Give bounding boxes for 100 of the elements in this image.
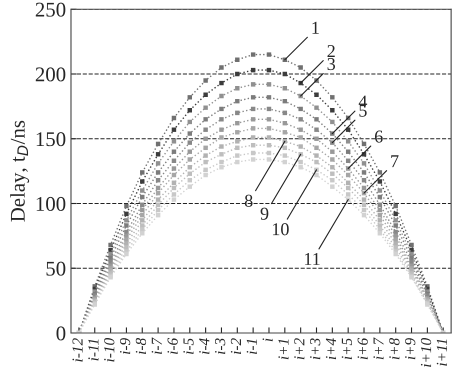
x-tick-label: i+6	[358, 338, 368, 360]
point	[188, 108, 192, 112]
x-tick-label: i-4	[199, 338, 210, 354]
text: 10	[272, 223, 289, 236]
point	[203, 117, 208, 122]
point	[314, 117, 319, 122]
x-tick-label: i+11	[436, 340, 447, 366]
point	[156, 208, 160, 212]
point	[219, 106, 224, 112]
point	[298, 135, 303, 140]
point	[314, 127, 319, 132]
point	[330, 95, 335, 100]
x-tick-label: i-10	[104, 338, 114, 362]
point	[362, 186, 366, 190]
point	[266, 82, 272, 87]
point	[250, 143, 256, 148]
point	[330, 171, 335, 176]
point	[140, 208, 144, 212]
point	[172, 192, 176, 197]
point	[250, 106, 256, 112]
point	[172, 166, 176, 171]
point	[219, 80, 224, 86]
point	[250, 82, 256, 87]
point	[203, 153, 208, 158]
point	[235, 72, 240, 76]
point	[282, 153, 288, 158]
point	[140, 202, 144, 208]
point	[346, 172, 350, 178]
point	[219, 94, 224, 98]
point	[172, 139, 176, 144]
point	[314, 146, 319, 150]
point	[330, 108, 335, 112]
point	[266, 117, 272, 122]
point	[282, 86, 288, 90]
series-label: 7	[391, 155, 399, 168]
point	[124, 212, 129, 216]
point	[378, 194, 382, 200]
x-tick-label: i+8	[389, 338, 400, 360]
point	[188, 165, 192, 170]
point	[140, 212, 144, 218]
x-tick-label: i-1	[246, 340, 257, 354]
point	[250, 126, 256, 131]
point	[393, 252, 398, 256]
point	[266, 143, 272, 148]
point	[346, 149, 350, 154]
x-tick-label: i+1	[278, 340, 288, 360]
point	[156, 202, 160, 208]
point	[235, 146, 240, 150]
point	[266, 95, 272, 100]
point	[108, 242, 113, 248]
point	[314, 153, 319, 158]
x-tick-label: i-12	[72, 338, 83, 362]
y-tick-label: 0	[56, 326, 66, 340]
x-tick-label: i	[262, 338, 273, 342]
point	[378, 231, 382, 236]
point	[378, 170, 382, 175]
point	[362, 202, 366, 208]
point	[235, 110, 240, 116]
point	[266, 68, 272, 72]
point	[378, 218, 382, 223]
point	[188, 157, 192, 162]
point	[266, 135, 272, 140]
point	[188, 171, 192, 176]
point	[188, 178, 192, 182]
point	[188, 149, 192, 154]
point	[188, 184, 192, 189]
point	[330, 120, 335, 124]
point	[188, 95, 192, 100]
point	[156, 170, 160, 175]
x-tick-label: i-3	[215, 338, 226, 354]
x-tick-label: i-7	[152, 337, 162, 354]
point	[235, 120, 240, 126]
point	[235, 130, 240, 134]
x-tick-label: i+2	[294, 338, 304, 360]
point	[250, 95, 256, 100]
point	[393, 212, 398, 216]
point	[314, 160, 319, 164]
point	[172, 197, 176, 202]
point	[378, 179, 382, 184]
point	[219, 65, 224, 70]
point	[250, 68, 256, 72]
point	[393, 204, 398, 208]
point	[330, 165, 335, 170]
point	[393, 223, 398, 228]
point	[282, 130, 288, 134]
point	[172, 116, 176, 120]
point	[156, 212, 160, 218]
point	[156, 186, 160, 190]
point	[156, 161, 160, 166]
point	[362, 197, 366, 202]
x-tick-label: i+10	[420, 338, 432, 367]
y-tick-label: 150	[36, 132, 66, 146]
point	[219, 135, 224, 140]
point	[346, 139, 350, 144]
x-tick-label: i+5	[342, 338, 352, 360]
text: 11	[304, 253, 320, 265]
point	[235, 98, 240, 104]
point	[282, 110, 288, 116]
point	[393, 238, 398, 242]
x-tick-label: i-6	[168, 338, 178, 354]
